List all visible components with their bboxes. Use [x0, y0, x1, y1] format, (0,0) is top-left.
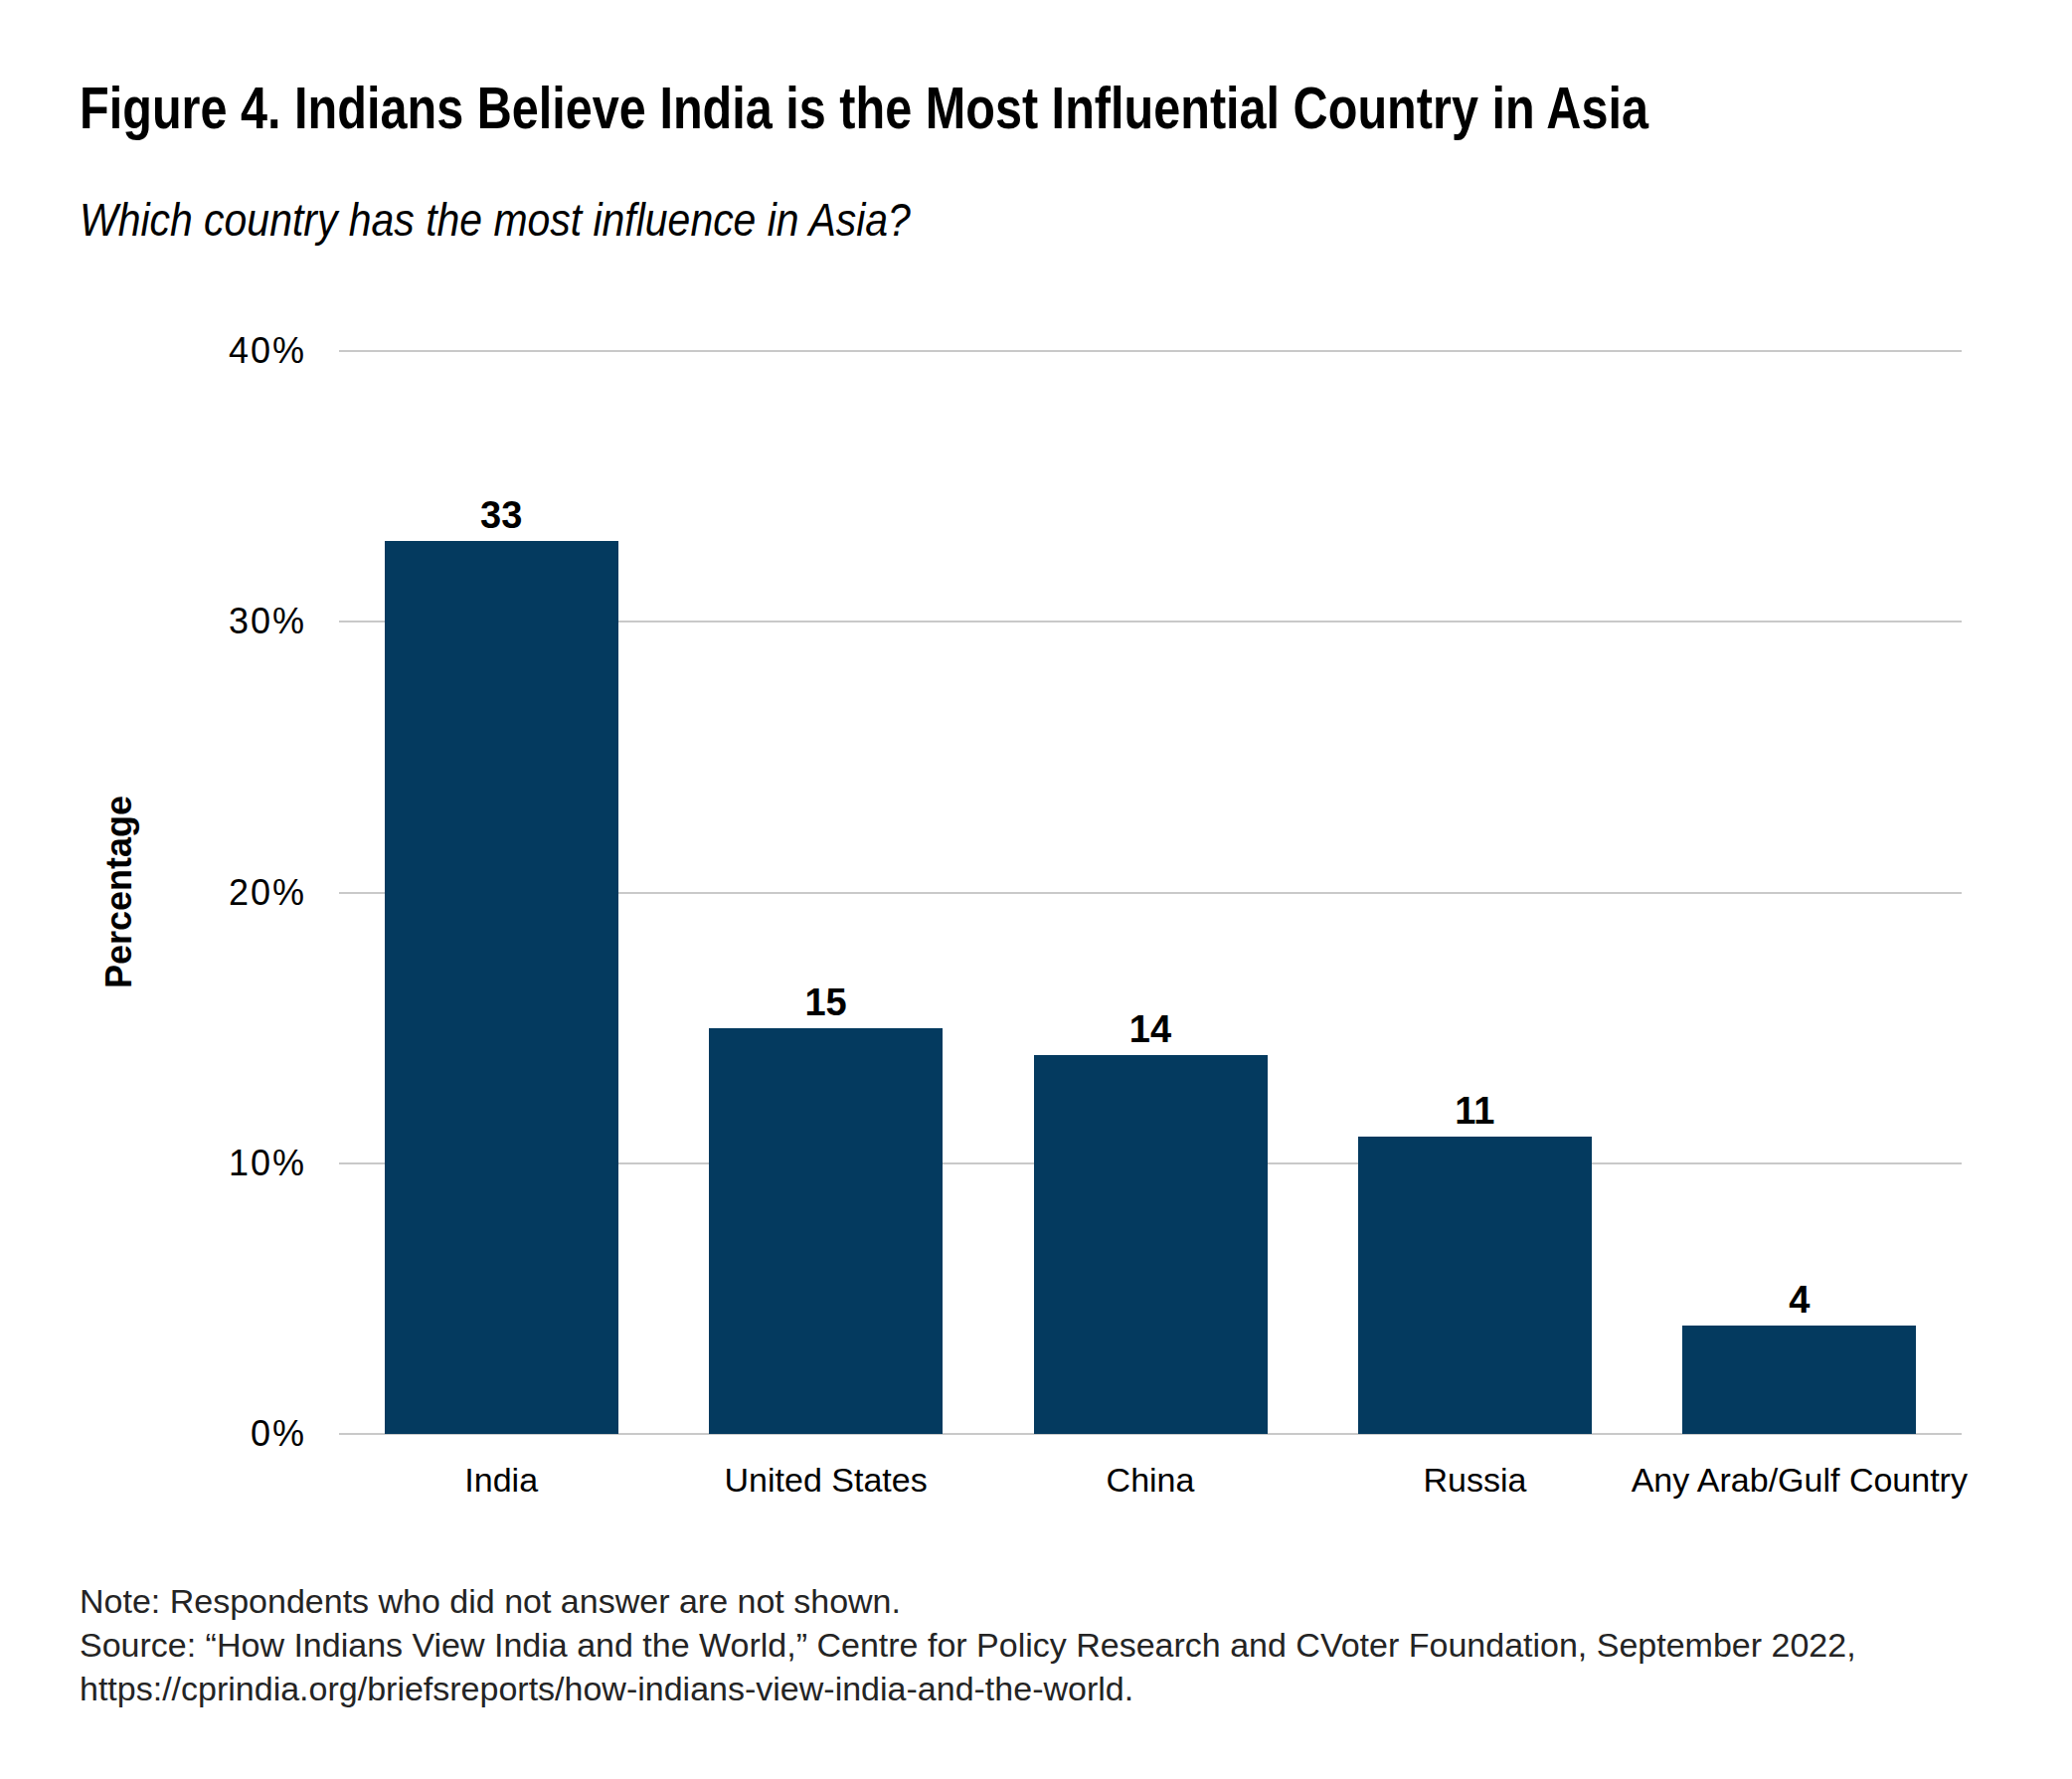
y-tick-label-40: 40% [229, 330, 306, 372]
y-tick-label-30: 30% [229, 601, 306, 642]
gridline-40 [339, 350, 1962, 352]
y-tick-label-20: 20% [229, 872, 306, 914]
figure-title: Figure 4. Indians Believe India is the M… [80, 79, 1648, 138]
x-axis-label: United States [725, 1461, 928, 1500]
bar-value-label: 14 [1129, 1008, 1171, 1051]
x-axis-label: Russia [1423, 1461, 1526, 1500]
bar-value-label: 33 [480, 494, 522, 537]
bar-india [385, 541, 618, 1434]
y-axis-title: Percentage [98, 796, 140, 988]
y-tick-label-10: 10% [229, 1143, 306, 1184]
y-tick-label-0: 0% [251, 1413, 306, 1455]
x-axis-label: Any Arab/Gulf Country [1632, 1461, 1968, 1500]
figure-notes: Note: Respondents who did not answer are… [80, 1579, 1856, 1710]
bar-chart-plot-area: 0%10%20%30%40%33India15United States14Ch… [339, 351, 1962, 1434]
bar-russia [1358, 1137, 1592, 1434]
source-text: Source: “How Indians View India and the … [80, 1623, 1856, 1667]
bar-any-arab-gulf-country [1682, 1326, 1916, 1434]
bar-china [1034, 1055, 1268, 1434]
bar-united-states [709, 1028, 943, 1434]
note-text: Note: Respondents who did not answer are… [80, 1579, 1856, 1623]
bar-value-label: 15 [804, 981, 846, 1024]
figure-page: Figure 4. Indians Believe India is the M… [0, 0, 2072, 1779]
bar-value-label: 4 [1789, 1279, 1810, 1322]
x-axis-label: India [464, 1461, 538, 1500]
x-axis-label: China [1107, 1461, 1195, 1500]
bar-value-label: 11 [1455, 1090, 1494, 1133]
figure-subtitle: Which country has the most influence in … [80, 197, 911, 243]
source-url: https://cprindia.org/briefsreports/how-i… [80, 1667, 1856, 1710]
